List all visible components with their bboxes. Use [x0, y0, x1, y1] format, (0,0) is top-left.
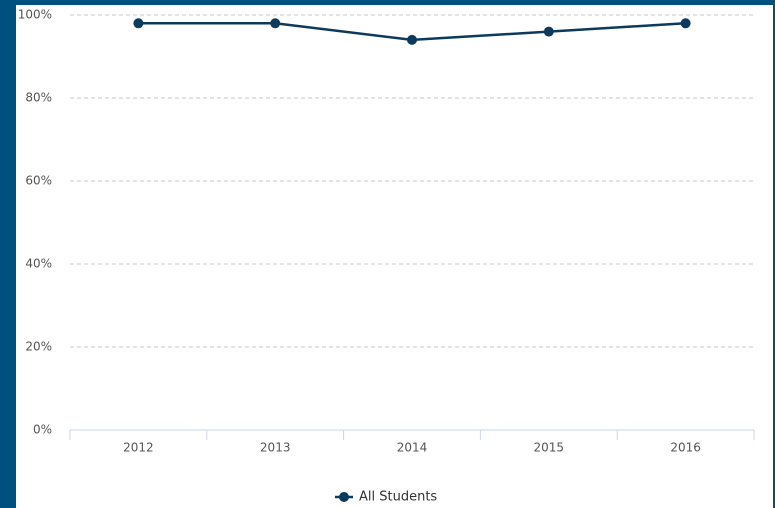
y-tick-label: 60%	[25, 174, 52, 188]
x-tick-label: 2012	[123, 441, 154, 455]
x-tick-label: 2014	[397, 441, 428, 455]
y-tick-label: 0%	[33, 423, 52, 437]
point	[407, 34, 417, 45]
chart-panel	[16, 5, 773, 508]
x-tick-label: 2016	[670, 441, 701, 455]
point	[270, 18, 281, 29]
y-tick-label: 80%	[25, 91, 52, 105]
point	[543, 26, 554, 37]
x-tick-label: 2013	[260, 441, 291, 455]
y-tick-label: 20%	[25, 340, 52, 354]
point	[680, 18, 691, 29]
x-tick-label: 2015	[534, 441, 565, 455]
y-tick-label: 100%	[18, 8, 52, 22]
point	[133, 18, 144, 29]
y-tick-label: 40%	[25, 257, 52, 271]
legend-label: All Students	[359, 490, 437, 505]
legend-marker	[339, 492, 349, 502]
